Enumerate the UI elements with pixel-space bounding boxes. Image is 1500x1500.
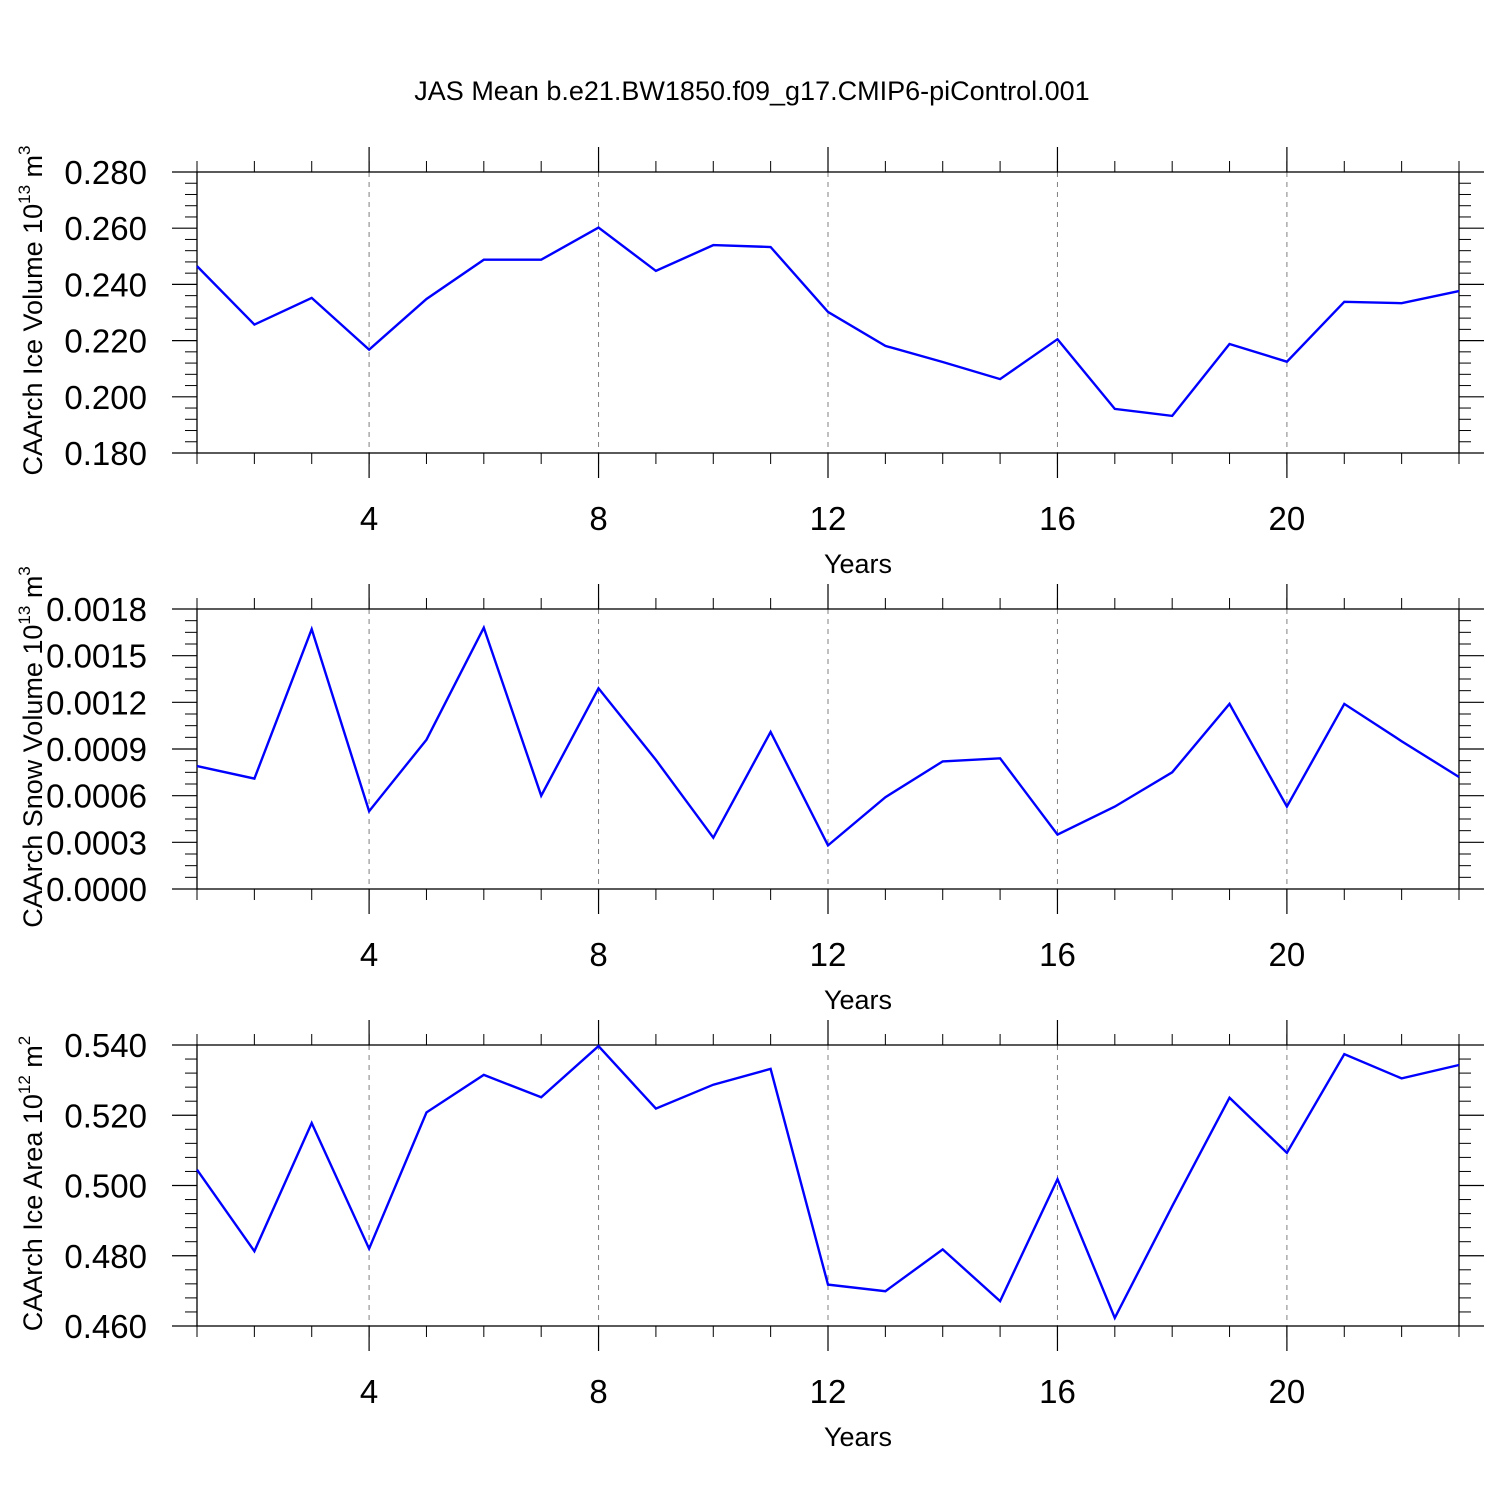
x-axis-label: Years (824, 985, 892, 1015)
y-tick-label: 0.0015 (46, 638, 147, 675)
x-tick-label: 8 (589, 500, 607, 537)
x-tick-label: 4 (360, 500, 378, 537)
y-tick-label: 0.180 (64, 435, 147, 472)
y-tick-label: 0.0006 (46, 778, 147, 815)
x-tick-label: 16 (1039, 500, 1076, 537)
x-tick-label: 12 (810, 936, 847, 973)
data-series-line (196, 226, 1460, 418)
chart-title: JAS Mean b.e21.BW1850.f09_g17.CMIP6-piCo… (414, 76, 1089, 106)
x-tick-label: 12 (810, 500, 847, 537)
y-tick-label: 0.540 (64, 1027, 147, 1064)
x-axis-label: Years (824, 1422, 892, 1452)
data-series-line (196, 1044, 1460, 1321)
x-tick-label: 20 (1269, 1373, 1306, 1410)
y-tick-label: 0.0000 (46, 871, 147, 908)
x-tick-label: 8 (589, 936, 607, 973)
y-tick-label: 0.500 (64, 1168, 147, 1205)
x-tick-label: 12 (810, 1373, 847, 1410)
plot-frame (196, 171, 1460, 454)
plot-frame (196, 1044, 1460, 1327)
x-tick-label: 20 (1269, 936, 1306, 973)
y-tick-label: 0.460 (64, 1308, 147, 1345)
snow-volume-panel: 4 8 12 16 20 0.0000 0.0003 0.0006 0.0009 0.0012 0.… (15, 566, 1484, 1015)
y-tick-label: 0.200 (64, 379, 147, 416)
y-axis-label: CAArch Ice Volume 1013 m3 (15, 145, 48, 475)
y-tick-label: 0.220 (64, 323, 147, 360)
y-tick-label: 0.0003 (46, 824, 147, 861)
x-tick-label: 4 (360, 936, 378, 973)
y-tick-label: 0.0012 (46, 684, 147, 721)
y-axis-label: CAArch Ice Area 1012 m2 (15, 1036, 48, 1332)
x-tick-label: 4 (360, 1373, 378, 1410)
y-axis-label: CAArch Snow Volume 1013 m3 (15, 566, 48, 928)
y-tick-label: 0.280 (64, 154, 147, 191)
x-axis-label: Years (824, 549, 892, 579)
x-tick-label: 8 (589, 1373, 607, 1410)
ice-area-panel: 4 8 12 16 20 0.460 0.480 0.500 0.520 0.540 Years CA… (15, 1020, 1484, 1452)
data-series-line (196, 624, 1460, 848)
x-tick-label: 20 (1269, 500, 1306, 537)
plot-frame (196, 608, 1460, 890)
y-tick-label: 0.0018 (46, 591, 147, 628)
x-tick-label: 16 (1039, 1373, 1076, 1410)
y-tick-label: 0.0009 (46, 731, 147, 768)
y-tick-label: 0.520 (64, 1097, 147, 1134)
ice-volume-panel: 4 8 12 16 20 0.180 0.200 0.220 0.240 0.260 0.280 Ye… (15, 145, 1484, 579)
y-tick-label: 0.480 (64, 1238, 147, 1275)
y-tick-label: 0.260 (64, 210, 147, 247)
x-tick-label: 16 (1039, 936, 1076, 973)
y-tick-label: 0.240 (64, 266, 147, 303)
